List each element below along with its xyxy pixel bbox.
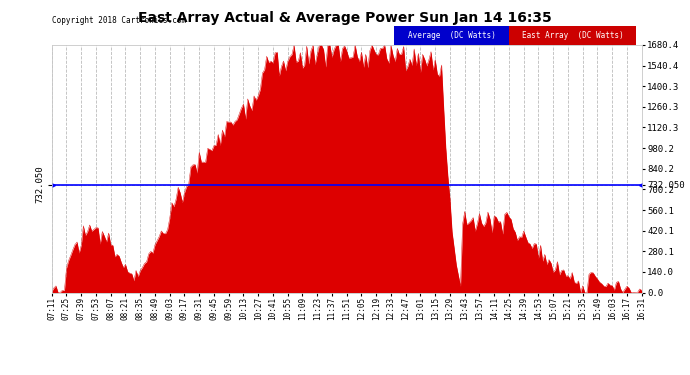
Text: Average  (DC Watts): Average (DC Watts) <box>408 31 495 40</box>
FancyBboxPatch shape <box>509 26 635 45</box>
Text: Copyright 2018 Cartronics.com: Copyright 2018 Cartronics.com <box>52 16 186 25</box>
Text: East Array Actual & Average Power Sun Jan 14 16:35: East Array Actual & Average Power Sun Ja… <box>138 11 552 25</box>
FancyBboxPatch shape <box>394 26 509 45</box>
Text: East Array  (DC Watts): East Array (DC Watts) <box>522 31 623 40</box>
